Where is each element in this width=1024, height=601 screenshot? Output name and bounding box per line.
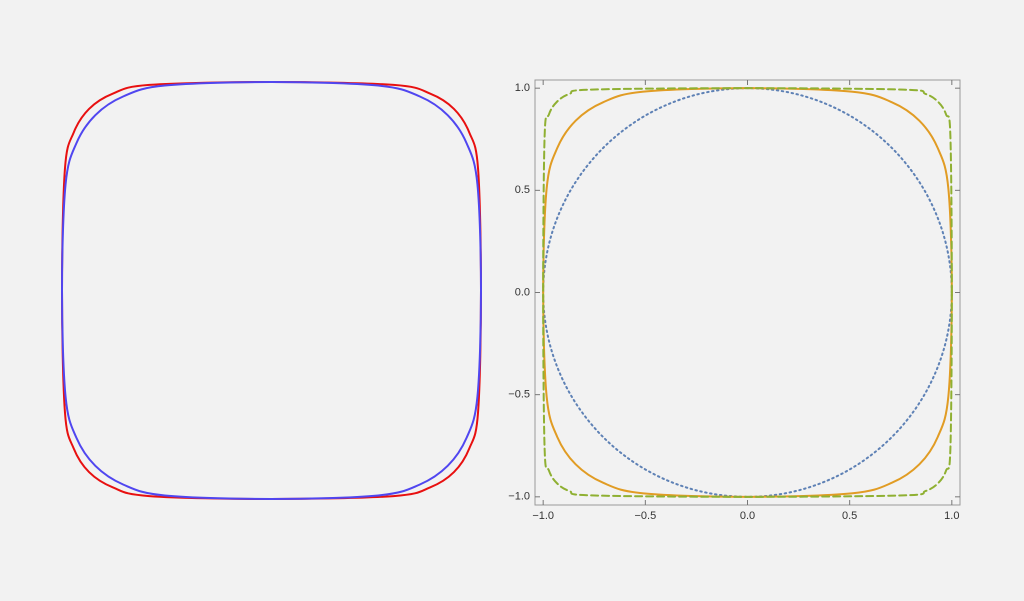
curve	[542, 87, 953, 498]
y-tick-label: −0.5	[508, 389, 530, 401]
x-tick-label: −1.0	[532, 510, 554, 522]
x-tick-label: 0.0	[740, 510, 755, 522]
curve	[60, 80, 483, 501]
x-tick-label: 0.5	[842, 510, 857, 522]
y-tick-label: 1.0	[515, 82, 530, 94]
x-tick-label: 1.0	[944, 510, 959, 522]
curve	[542, 87, 953, 498]
plot-frame	[534, 79, 961, 506]
y-tick-label: 0.0	[515, 286, 530, 298]
y-tick-label: −1.0	[508, 491, 530, 503]
x-tick-label: −0.5	[634, 510, 656, 522]
curve	[542, 87, 953, 498]
y-tick-label: 0.5	[515, 184, 530, 196]
curve	[60, 80, 483, 501]
